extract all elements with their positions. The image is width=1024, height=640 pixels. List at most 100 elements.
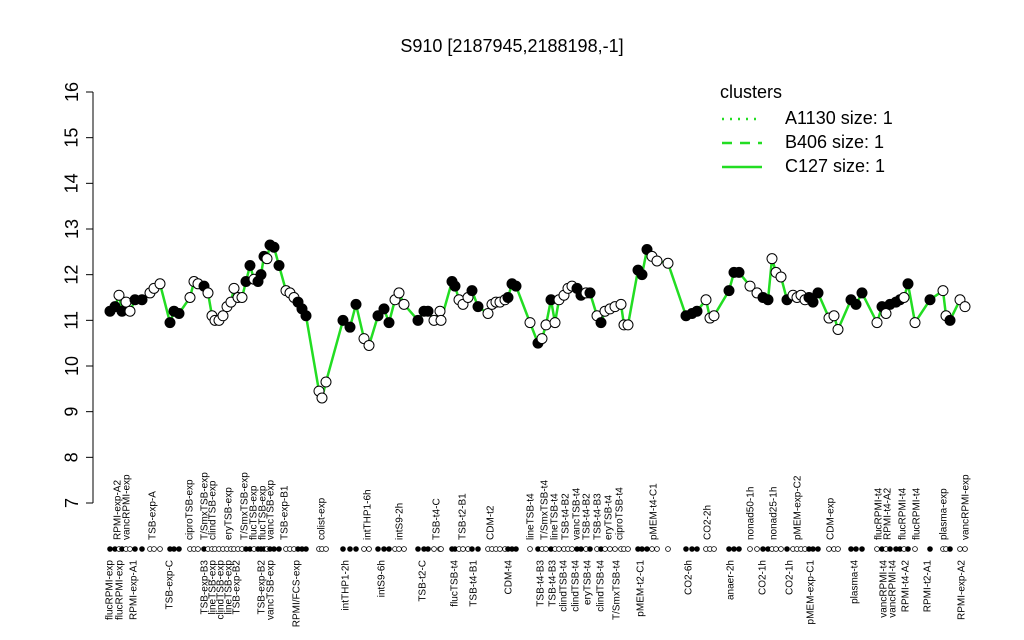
sample-label: intS9-2h bbox=[395, 503, 406, 540]
sample-label: CDM-t4 bbox=[504, 560, 515, 595]
data-point bbox=[807, 296, 819, 308]
sample-label: eryTSB-t4 bbox=[583, 560, 594, 605]
rug-dot bbox=[438, 546, 444, 552]
sample-label: lineTSB-exp bbox=[208, 560, 219, 615]
data-point bbox=[850, 298, 862, 310]
data-point bbox=[700, 294, 712, 306]
legend-label: C127 size: 1 bbox=[785, 156, 885, 176]
sample-label: T/SmxTSB-t4 bbox=[540, 480, 551, 540]
sample-label: T/SmxTSB-t4 bbox=[612, 560, 623, 620]
y-tick-label: 15 bbox=[62, 128, 82, 148]
sample-label: eryTSB-exp bbox=[224, 487, 235, 540]
rug-dot bbox=[497, 546, 503, 552]
rug-dot bbox=[460, 546, 466, 552]
rug-dot bbox=[171, 546, 177, 552]
rug-dot bbox=[543, 546, 549, 552]
data-point bbox=[924, 294, 936, 306]
data-point bbox=[113, 289, 125, 301]
rug-dot bbox=[271, 546, 277, 552]
sample-label: clindTSB-exp bbox=[216, 560, 227, 620]
sample-label: CO2-1h bbox=[758, 560, 769, 595]
rug-dot bbox=[323, 546, 329, 552]
sample-label: pMEM-exp-C1 bbox=[806, 560, 817, 625]
rug-dot bbox=[602, 546, 608, 552]
sample-label: RPMI-t4-A2 bbox=[901, 560, 912, 613]
rug-dot bbox=[340, 546, 346, 552]
sample-label: TSB-t4-B3 bbox=[536, 560, 547, 607]
sample-label: flucRPMI-exp bbox=[115, 560, 126, 620]
data-point bbox=[217, 310, 229, 322]
rug-dot bbox=[157, 546, 163, 552]
rug-dot bbox=[912, 546, 918, 552]
data-point bbox=[124, 305, 136, 317]
rug-dot bbox=[396, 546, 402, 552]
series-line bbox=[109, 243, 967, 402]
sample-label: TSB-t4-C bbox=[432, 498, 443, 540]
rug-dot bbox=[905, 546, 911, 552]
rug-dot bbox=[587, 546, 593, 552]
y-tick-label: 9 bbox=[62, 407, 82, 417]
sample-label: anaer-2h bbox=[726, 560, 737, 600]
rug-dot bbox=[784, 546, 790, 552]
data-point bbox=[164, 317, 176, 329]
rug-dot bbox=[826, 546, 832, 552]
data-point bbox=[435, 314, 447, 326]
data-point bbox=[766, 253, 778, 265]
rug-dot bbox=[386, 546, 392, 552]
sample-label: vancRPMI-exp bbox=[122, 474, 133, 540]
sample-label: RPMI/FCS-exp bbox=[292, 560, 303, 628]
sample-label: CDM-exp bbox=[826, 497, 837, 540]
sample-label: pMEM-t4-C1 bbox=[649, 483, 660, 540]
y-tick-label: 14 bbox=[62, 173, 82, 193]
data-point bbox=[344, 321, 356, 333]
data-point bbox=[733, 266, 745, 278]
data-point bbox=[584, 287, 596, 299]
sample-label: TSB-t4-B3 bbox=[593, 493, 604, 540]
sample-label: flucTSB-t4 bbox=[450, 560, 461, 607]
data-point bbox=[937, 285, 949, 297]
rug-dot bbox=[612, 546, 618, 552]
data-point bbox=[136, 294, 148, 306]
sample-label: TSB-t4-B2 bbox=[561, 493, 572, 540]
data-point bbox=[202, 287, 214, 299]
legend-label: A1130 size: 1 bbox=[785, 108, 893, 128]
sample-label: RPMI-exp-A2 bbox=[957, 560, 968, 620]
rug-dot bbox=[957, 546, 963, 552]
sample-label: flucRPMI-t4 bbox=[912, 487, 923, 540]
data-point bbox=[902, 278, 914, 290]
sample-label: CDM-t2 bbox=[486, 505, 497, 540]
sample-label: CO2-6h bbox=[684, 560, 695, 595]
data-point bbox=[828, 310, 840, 322]
rug-dot bbox=[726, 546, 732, 552]
sample-label: RPMI-exp-A2 bbox=[113, 480, 124, 540]
data-point bbox=[615, 298, 627, 310]
rug-dot bbox=[887, 546, 893, 552]
sample-label: colist-exp bbox=[317, 497, 328, 540]
rug-dot bbox=[431, 546, 437, 552]
data-point bbox=[372, 310, 384, 322]
data-point bbox=[383, 317, 395, 329]
rug-dot bbox=[694, 546, 700, 552]
rug-dot bbox=[107, 546, 113, 552]
rug-dot bbox=[625, 546, 631, 552]
data-point bbox=[228, 282, 240, 294]
data-point bbox=[524, 317, 536, 329]
data-point bbox=[268, 241, 280, 253]
rug-dot bbox=[736, 546, 742, 552]
data-point bbox=[316, 392, 328, 404]
data-point bbox=[378, 303, 390, 315]
data-point bbox=[909, 317, 921, 329]
data-point bbox=[744, 280, 756, 292]
data-point bbox=[120, 296, 132, 308]
rug-dot bbox=[415, 546, 421, 552]
rug-dot bbox=[375, 546, 381, 552]
rug-dot bbox=[469, 546, 475, 552]
rug-dot bbox=[513, 546, 519, 552]
sample-label: TSB-t4-B3 bbox=[548, 560, 559, 607]
sample-label: vancTSB-exp bbox=[266, 480, 277, 540]
data-point bbox=[422, 305, 434, 317]
rug-dot bbox=[665, 546, 671, 552]
sample-label: CO2-2h bbox=[703, 505, 714, 540]
data-point bbox=[350, 298, 362, 310]
rug-dot bbox=[848, 546, 854, 552]
